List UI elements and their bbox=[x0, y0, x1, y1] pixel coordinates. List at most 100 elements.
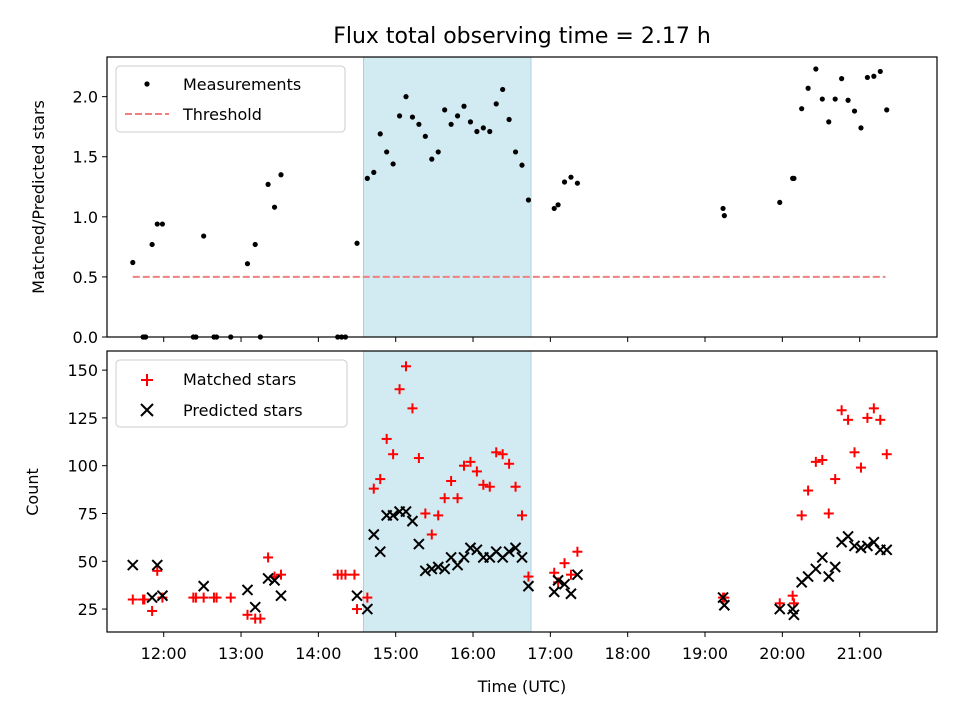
matched-star-point bbox=[139, 594, 150, 605]
matched-star-point bbox=[510, 481, 521, 492]
matched-star-point bbox=[836, 405, 847, 416]
measurement-point bbox=[519, 162, 525, 168]
measurement-point bbox=[429, 156, 435, 162]
top-y-tick-label: 2.0 bbox=[73, 88, 98, 107]
measurement-point bbox=[568, 174, 574, 180]
measurement-point bbox=[422, 133, 428, 139]
predicted-star-point bbox=[351, 589, 363, 602]
matched-star-point bbox=[459, 460, 470, 471]
matched-star-point bbox=[198, 592, 209, 603]
predicted-star-point bbox=[565, 588, 577, 600]
x-tick-label: 14:00 bbox=[295, 644, 341, 663]
predicted-star-point bbox=[275, 589, 287, 602]
measurement-point bbox=[720, 205, 726, 212]
measurement-point bbox=[201, 233, 207, 239]
matched-star-point bbox=[565, 569, 576, 580]
matched-star-point bbox=[523, 571, 534, 582]
measurement-point bbox=[130, 259, 136, 266]
chart-title: Flux total observing time = 2.17 h bbox=[333, 24, 711, 49]
measurement-point bbox=[512, 149, 519, 155]
x-axis-label: Time (UTC) bbox=[477, 677, 566, 696]
matched-star-point bbox=[242, 609, 253, 620]
predicted-star-point bbox=[458, 551, 470, 564]
predicted-star-point bbox=[426, 563, 438, 575]
measurement-point bbox=[871, 73, 877, 79]
matched-star-point bbox=[491, 447, 502, 458]
x-tick-label: 15:00 bbox=[373, 644, 419, 663]
predicted-star-point bbox=[718, 599, 731, 611]
predicted-star-point bbox=[503, 546, 515, 558]
matched-star-point bbox=[862, 412, 873, 423]
matched-star-point bbox=[796, 510, 807, 521]
measurement-point bbox=[877, 68, 883, 75]
matched-star-point bbox=[127, 594, 138, 605]
measurement-point bbox=[864, 74, 871, 81]
legend-marker-matched bbox=[141, 374, 153, 386]
matched-star-point bbox=[275, 569, 286, 580]
matched-star-point bbox=[478, 479, 489, 490]
x-tick-label: 13:00 bbox=[218, 644, 264, 663]
measurement-point bbox=[525, 197, 532, 203]
predicted-star-point bbox=[156, 589, 169, 602]
predicted-star-point bbox=[400, 505, 412, 518]
predicted-star-point bbox=[548, 586, 560, 598]
matched-star-point bbox=[349, 569, 360, 580]
bottom-y-tick-label: 25 bbox=[78, 600, 98, 619]
predicted-star-point bbox=[406, 515, 419, 527]
matched-star-point bbox=[517, 510, 527, 521]
predicted-star-point bbox=[823, 570, 835, 583]
matched-star-point bbox=[413, 453, 424, 464]
measurement-point bbox=[371, 169, 377, 175]
measurement-point bbox=[354, 240, 360, 246]
matched-star-point bbox=[157, 592, 168, 603]
measurement-point bbox=[454, 113, 461, 119]
matched-star-point bbox=[817, 454, 828, 465]
top-axes-frame bbox=[106, 56, 938, 338]
x-tick-label: 18:00 bbox=[605, 644, 651, 663]
x-tick-label: 17:00 bbox=[527, 644, 573, 663]
bottom-panel: 25 50 75 100 125 150 12:00 13:00 14:00 15:00 16:0… bbox=[23, 350, 938, 696]
matched-star-point bbox=[559, 558, 570, 569]
bottom-y-tick-label: 50 bbox=[78, 552, 98, 571]
measurement-point bbox=[159, 221, 166, 227]
matched-star-point bbox=[497, 449, 508, 460]
measurement-point bbox=[799, 106, 805, 112]
legend-label-threshold: Threshold bbox=[182, 105, 262, 124]
measurement-point bbox=[461, 103, 467, 109]
predicted-star-point bbox=[419, 565, 432, 577]
predicted-star-point bbox=[558, 578, 571, 590]
x-tick-label: 16:00 bbox=[450, 644, 496, 663]
matched-star-point bbox=[774, 598, 785, 609]
measurement-point bbox=[252, 241, 258, 248]
matched-star-point bbox=[394, 384, 405, 395]
bottom-axes-frame bbox=[106, 350, 938, 633]
x-tick-label: 19:00 bbox=[682, 644, 728, 663]
measurement-point bbox=[448, 121, 454, 127]
matched-star-point bbox=[255, 613, 266, 624]
matched-star-point bbox=[388, 449, 399, 460]
matched-star-point bbox=[830, 474, 841, 485]
bottom-y-tick-label: 150 bbox=[67, 361, 98, 380]
matched-star-point bbox=[407, 403, 418, 414]
matched-star-point bbox=[225, 592, 236, 603]
matched-star-point bbox=[420, 508, 431, 519]
measurement-point bbox=[154, 221, 160, 227]
measurement-point bbox=[442, 107, 448, 113]
matched-star-point bbox=[375, 474, 386, 485]
measurement-point bbox=[416, 121, 422, 127]
matched-star-point bbox=[352, 604, 363, 615]
predicted-star-point bbox=[842, 530, 854, 543]
predicted-star-point bbox=[368, 528, 380, 541]
measurement-point bbox=[390, 161, 396, 167]
legend-marker-predicted bbox=[140, 403, 154, 417]
measurement-point bbox=[777, 199, 783, 206]
matched-star-point bbox=[446, 475, 457, 486]
measurement-point bbox=[839, 76, 845, 82]
measurement-point bbox=[819, 96, 825, 102]
measurement-point bbox=[271, 204, 278, 210]
bottom-legend: Matched stars Predicted stars bbox=[115, 359, 348, 428]
predicted-star-point bbox=[829, 561, 841, 573]
matched-star-point bbox=[381, 433, 392, 444]
top-panel: 0.00.51.01.52.0 Matched/Predicted stars … bbox=[29, 56, 938, 347]
predicted-star-point bbox=[516, 551, 528, 564]
